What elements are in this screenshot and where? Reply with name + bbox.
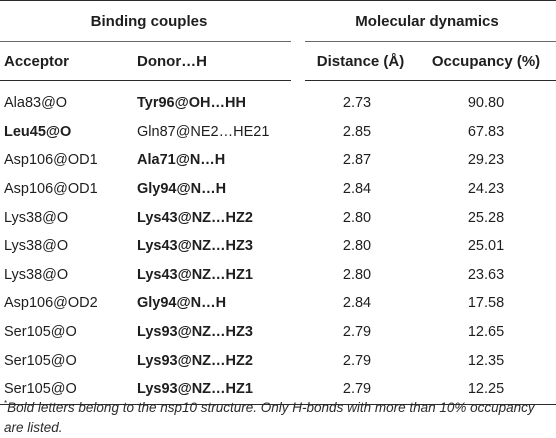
table-row: Lys38@O Lys43@NZ…HZ3 2.80 25.01 [0,232,556,261]
cell-occupancy: 23.63 [467,266,505,283]
footnote-marker: * [4,399,8,408]
cell-acceptor: Ser105@O [4,324,77,341]
col-header-distance: Distance (Å) [291,41,416,81]
col-header-occupancy: Occupancy (%) [416,41,556,81]
cell-distance: 2.79 [342,324,372,341]
cell-occupancy: 12.35 [467,352,505,369]
table-row: Ala83@O Tyr96@OH…HH 2.73 90.80 [0,81,556,118]
cell-distance: 2.80 [342,238,372,255]
cell-distance: 2.73 [342,95,372,112]
table-row: Lys38@O Lys43@NZ…HZ1 2.80 23.63 [0,261,556,290]
cell-occupancy: 12.25 [467,381,505,398]
table-row: Asp106@OD1 Ala71@N…H 2.87 29.23 [0,146,556,175]
cell-acceptor: Lys38@O [4,209,69,226]
table-body: Ala83@O Tyr96@OH…HH 2.73 90.80 Leu45@O Gln87@… [0,81,556,405]
cell-distance: 2.80 [342,266,372,283]
hbond-table-container: Binding couples Molecular dynamics Accep… [0,0,556,405]
table-row: Ser105@O Lys93@NZ…HZ1 2.79 12.25 [0,375,556,404]
cell-acceptor: Asp106@OD2 [4,295,98,312]
cell-distance: 2.84 [342,295,372,312]
group-header-binding: Binding couples [90,12,208,30]
top-rule [0,0,556,1]
table-row: Ser105@O Lys93@NZ…HZ3 2.79 12.65 [0,318,556,347]
cell-acceptor: Leu45@O [4,123,72,140]
column-header-row: Acceptor Donor…H Distance (Å) Occupancy … [0,41,556,81]
cell-distance: 2.80 [342,209,372,226]
cell-donor: Gly94@N…H [137,181,227,198]
cell-donor: Gln87@NE2…HE21 [137,123,270,140]
cell-donor: Lys93@NZ…HZ2 [137,352,253,369]
cell-occupancy: 24.23 [467,181,505,198]
cell-distance: 2.79 [342,381,372,398]
cell-donor: Ala71@N…H [137,152,226,169]
cell-distance: 2.85 [342,123,372,140]
cell-occupancy: 29.23 [467,152,505,169]
cell-acceptor: Ala83@O [4,95,68,112]
cell-distance: 2.87 [342,152,372,169]
bottom-rule [0,403,556,405]
footnote-text: Bold letters belong to the nsp10 structu… [4,400,535,435]
cell-donor: Lys43@NZ…HZ1 [137,266,253,283]
cell-occupancy: 25.01 [467,238,505,255]
table-row: Ser105@O Lys93@NZ…HZ2 2.79 12.35 [0,346,556,375]
cell-donor: Lys43@NZ…HZ2 [137,209,253,226]
cell-donor: Gly94@N…H [137,295,227,312]
cell-distance: 2.79 [342,352,372,369]
cell-occupancy: 12.65 [467,324,505,341]
cell-acceptor: Ser105@O [4,352,77,369]
group-header-row: Binding couples Molecular dynamics [0,1,556,42]
table-row: Asp106@OD2 Gly94@N…H 2.84 17.58 [0,289,556,318]
cell-occupancy: 90.80 [467,95,505,112]
cell-acceptor: Lys38@O [4,238,69,255]
cell-acceptor: Ser105@O [4,381,77,398]
table-row: Asp106@OD1 Gly94@N…H 2.84 24.23 [0,175,556,204]
hbond-table: Binding couples Molecular dynamics Accep… [0,0,556,405]
cell-acceptor: Lys38@O [4,266,69,283]
cell-donor: Lys93@NZ…HZ3 [137,324,253,341]
cell-donor: Lys93@NZ…HZ1 [137,381,253,398]
table-row: Leu45@O Gln87@NE2…HE21 2.85 67.83 [0,118,556,147]
cell-donor: Tyr96@OH…HH [137,95,246,112]
table-row: Lys38@O Lys43@NZ…HZ2 2.80 25.28 [0,203,556,232]
col-header-donor: Donor…H [135,41,298,81]
cell-occupancy: 67.83 [467,123,505,140]
col-header-acceptor: Acceptor [0,41,135,81]
cell-donor: Lys43@NZ…HZ3 [137,238,253,255]
table-footnote: *Bold letters belong to the nsp10 struct… [4,394,554,438]
cell-acceptor: Asp106@OD1 [4,181,98,198]
cell-occupancy: 25.28 [467,209,505,226]
group-header-md: Molecular dynamics [355,12,499,30]
cell-distance: 2.84 [342,181,372,198]
cell-occupancy: 17.58 [467,295,505,312]
cell-acceptor: Asp106@OD1 [4,152,98,169]
